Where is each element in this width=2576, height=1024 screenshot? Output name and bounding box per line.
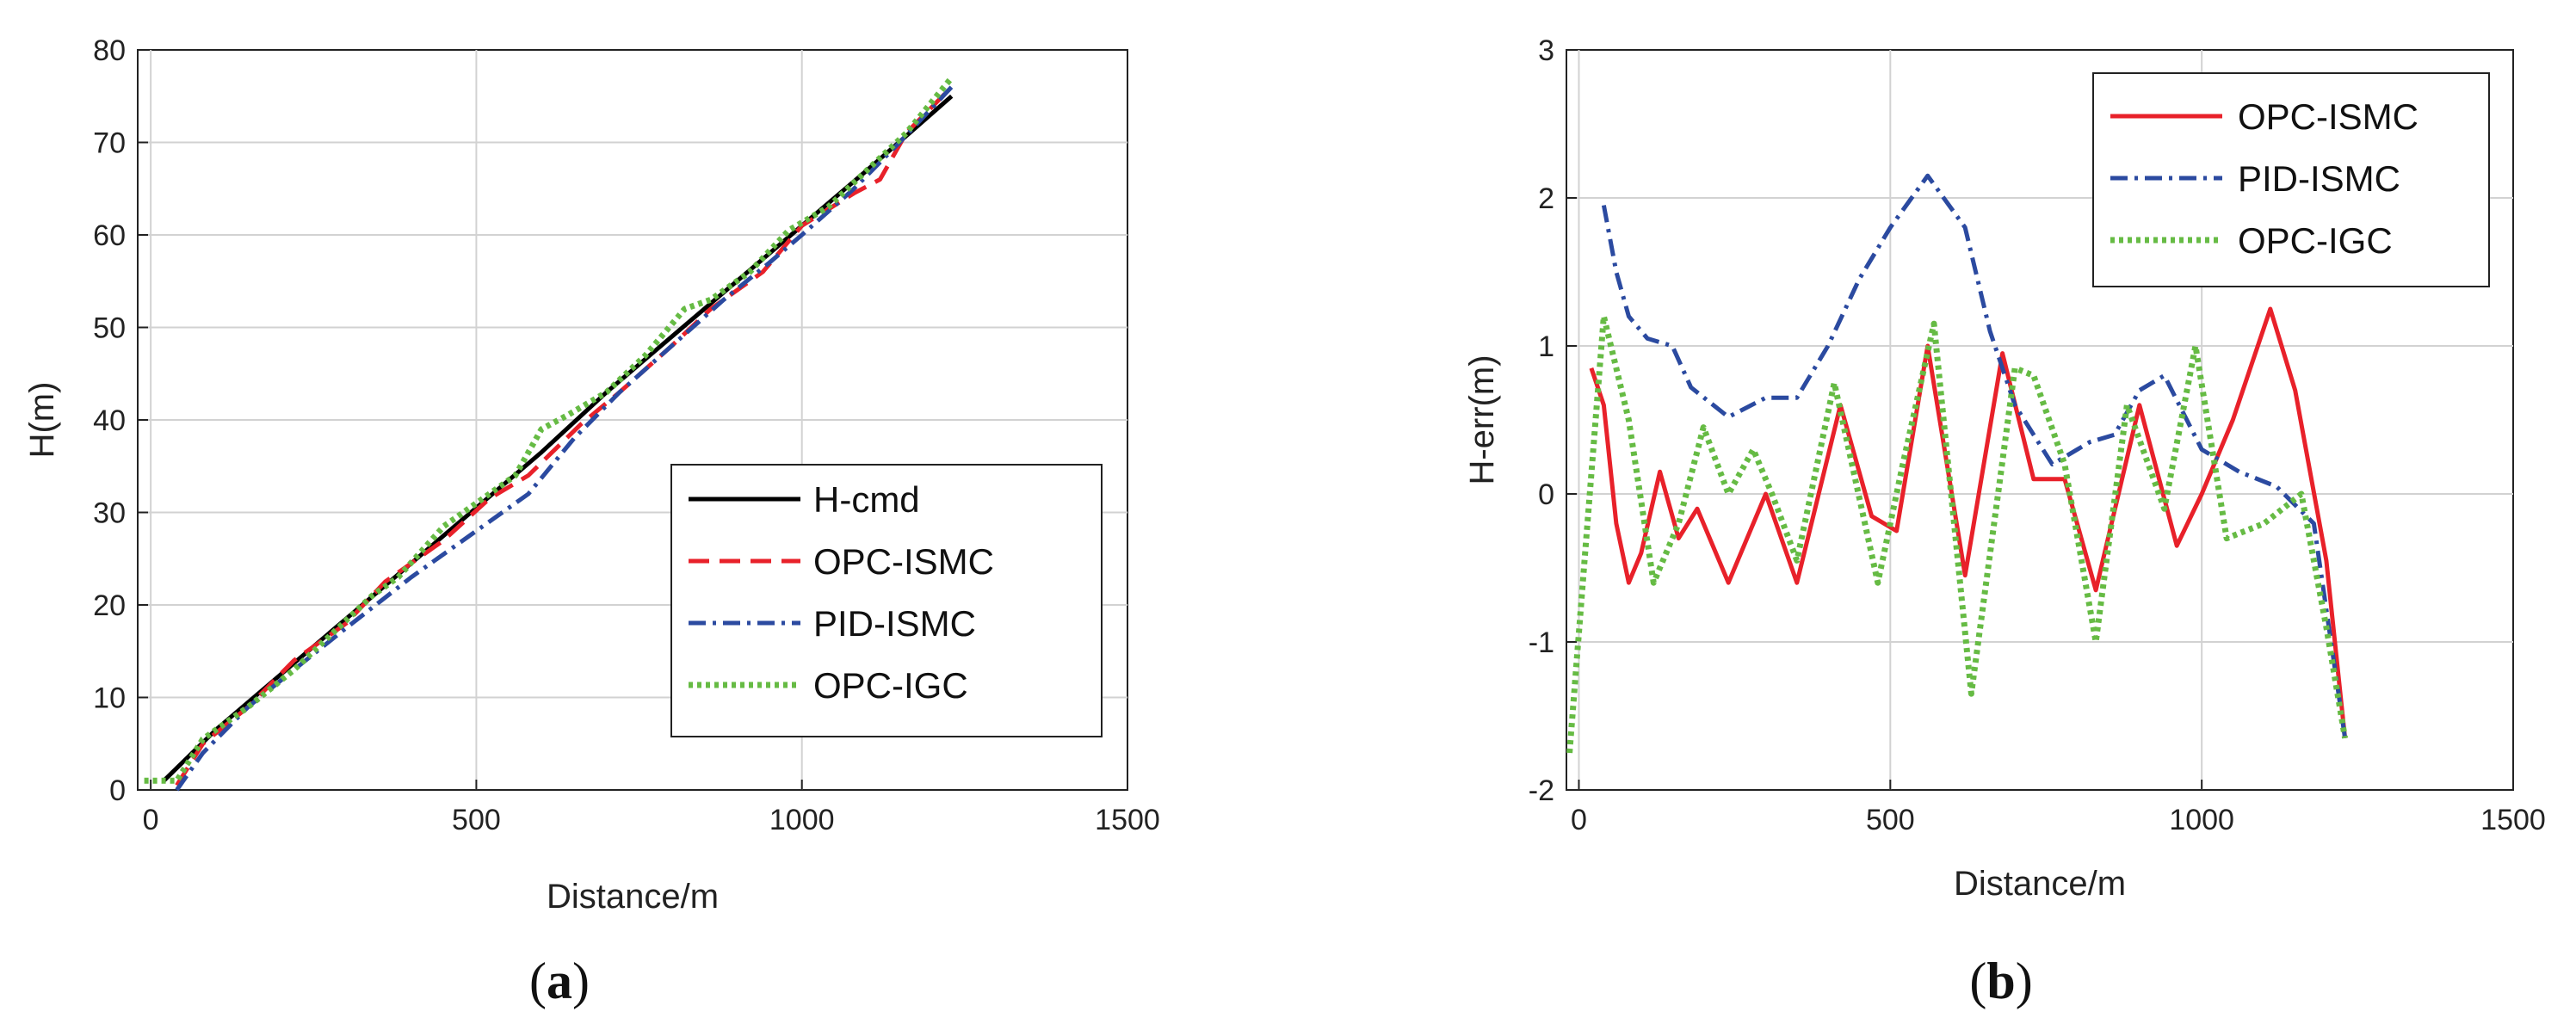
panel-a-legend-box [670, 464, 1103, 737]
panel-a-ytick-label: 50 [93, 312, 126, 345]
panel-a-legend-label: H-cmd [813, 479, 920, 520]
panel-a-xtick-label: 1500 [1095, 804, 1160, 836]
panel-a-legend-label: OPC-ISMC [813, 541, 994, 582]
panel-a-ticks: 0 500 1000 1500 0 10 20 30 40 50 60 70 80 [93, 34, 1160, 836]
panel-b-ytick-label: 2 [1538, 182, 1554, 215]
panel-b-series [1566, 173, 2349, 754]
panel-b-series-line-pid-ismc [1601, 173, 2348, 739]
panel-a-xtick-label: 0 [143, 804, 159, 836]
panel-b-ytick-label: 1 [1538, 330, 1554, 363]
panel-a-xtick-label: 500 [452, 804, 501, 836]
panel-a-ytick-label: 40 [93, 404, 126, 437]
panel-a-ytick-label: 30 [93, 497, 126, 530]
panel-b-caption: (b) [1969, 953, 2032, 1009]
panel-a-ytick-label: 0 [109, 774, 126, 807]
panel-b-ytick-label: 3 [1538, 34, 1554, 67]
panel-b-xtick-label: 500 [1866, 804, 1915, 836]
panel-a-series-line-opc-igc [144, 76, 954, 784]
panel-a-series [144, 76, 954, 792]
panel-b-legend-label: OPC-IGC [2238, 220, 2393, 261]
panel-a-legend-label: OPC-IGC [813, 665, 968, 706]
panel-b-legend: OPC-ISMC PID-ISMC OPC-IGC [2092, 72, 2490, 287]
panel-b-xtick-label: 1500 [2480, 804, 2546, 836]
panel-b-xlabel: Distance/m [1954, 865, 2126, 903]
panel-b-ytick-label: 0 [1538, 478, 1554, 511]
panel-a-series-line-opc-ismc [175, 85, 954, 787]
panel-a-xtick-label: 1000 [769, 804, 835, 836]
panel-a-ytick-label: 20 [93, 589, 126, 622]
panel-a-ytick-label: 70 [93, 127, 126, 160]
panel-a-xlabel: Distance/m [547, 878, 719, 916]
panel-b-legend-label: OPC-ISMC [2238, 96, 2418, 137]
panel-a-legend: H-cmd OPC-ISMC PID-ISMC OPC-IGC [670, 464, 1103, 737]
panel-b-grid [1566, 50, 2513, 790]
panel-b-ticks: 0 500 1000 1500 -2 -1 0 1 2 3 [1529, 34, 2546, 836]
panel-b-xtick-label: 1000 [2169, 804, 2234, 836]
panel-a-caption: (a) [529, 953, 590, 1009]
panel-b-ytick-label: -2 [1529, 774, 1554, 807]
panel-a-legend-label: PID-ISMC [813, 603, 976, 644]
panel-a-ytick-label: 10 [93, 682, 126, 715]
panel-a-ytick-label: 60 [93, 219, 126, 252]
panel-a-ytick-label: 80 [93, 34, 126, 67]
panel-b-xtick-label: 0 [1571, 804, 1587, 836]
panel-b-series-line-opc-igc [1566, 313, 2349, 754]
panel-a-chart: 0 500 1000 1500 0 10 20 30 40 50 60 70 80 Distance/m… [23, 34, 1160, 1009]
panel-b-chart: 0 500 1000 1500 -2 -1 0 1 2 3 Distance/m H-err(m)… [1463, 34, 2546, 1009]
panel-a-series-line-pid-ismc [175, 85, 954, 792]
panel-b-ytick-label: -1 [1529, 626, 1554, 659]
panel-a-ylabel: H(m) [23, 382, 61, 459]
panel-b-legend-label: PID-ISMC [2238, 158, 2400, 199]
panel-b-ylabel: H-err(m) [1463, 355, 1501, 484]
